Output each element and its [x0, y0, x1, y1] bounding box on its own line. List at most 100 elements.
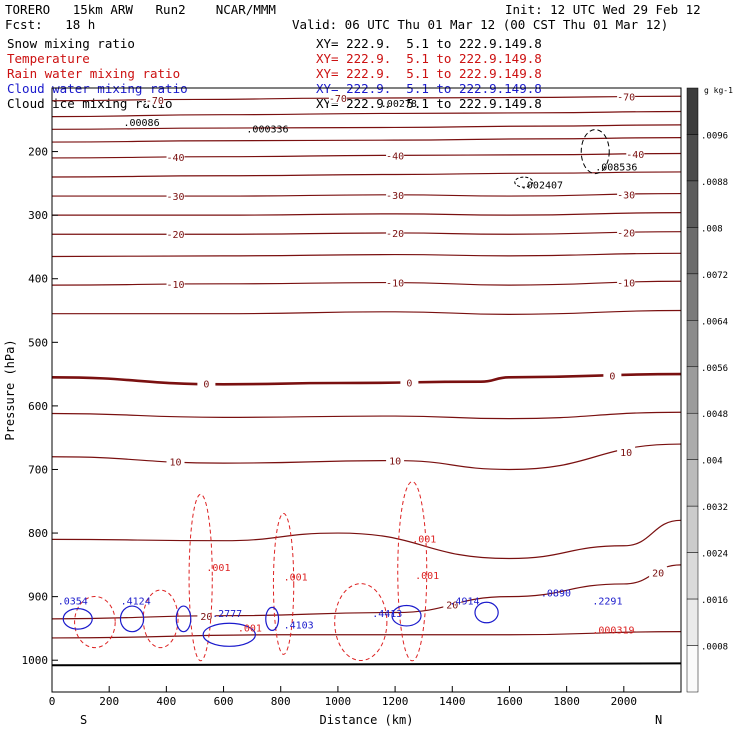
value-label: .001: [284, 573, 308, 584]
ice-contour: [514, 176, 534, 188]
x-tick-label: 0: [49, 695, 56, 708]
colorbar-segment: [686, 645, 699, 693]
legend-snow-xy: XY= 222.9. 5.1 to 222.9.149.8: [316, 36, 542, 51]
legend-temperature-xy: XY= 222.9. 5.1 to 222.9.149.8: [316, 51, 542, 66]
temperature-contour-label: 0: [406, 378, 412, 389]
value-label: .4103: [284, 620, 314, 631]
colorbar-tick-label: .0008: [701, 643, 728, 653]
value-label: .0890: [541, 589, 571, 600]
colorbar-tick-label: .0096: [701, 131, 728, 141]
temperature-contour: [51, 252, 682, 258]
contour-label-bg: [626, 147, 645, 159]
x-tick-label: 800: [271, 695, 291, 708]
forecast-hour: Fcst: 18 h: [5, 17, 96, 32]
y-axis-label: Pressure (hPa): [3, 339, 17, 440]
contour-label-bg: [197, 610, 216, 622]
temperature-contour-label: 20: [446, 601, 458, 612]
colorbar-tick-label: .0024: [701, 550, 728, 560]
colorbar-segment: [686, 412, 699, 460]
colorbar-tick-label: .008: [701, 224, 723, 234]
value-label: .000319: [592, 626, 634, 637]
colorbar-unit: g kg-1: [704, 86, 733, 95]
temperature-contours: -70 -70 -70 -40 -40 -40 -30 -30 -30 -20 -20 -20 -10 -…: [51, 90, 682, 667]
ground-line: [51, 662, 682, 667]
legend-rain: Rain water mixing ratio: [7, 66, 181, 81]
temperature-contour-label: -40: [166, 153, 184, 164]
y-tick-label: 900: [28, 591, 48, 604]
temperature-contour-label: 10: [169, 457, 181, 468]
colorbar-segment: [686, 320, 699, 368]
y-tick-label: 1000: [22, 654, 49, 667]
colorbar-tick-label: .0072: [701, 271, 728, 281]
y-axis: 200 300 400 500 600 700 800 900 1000: [22, 146, 58, 667]
temperature-contour: [52, 309, 682, 315]
temperature-contour-label: -30: [166, 192, 184, 203]
contour-label-bg: [166, 278, 185, 290]
contour-label-bg: [386, 276, 405, 288]
colorbar-segment: [686, 134, 699, 182]
cloud-water-contour: [391, 604, 422, 627]
temperature-contour-label: -70: [617, 93, 635, 104]
model-title: TORERO 15km ARW Run2 NCAR/MMM: [5, 2, 276, 17]
temperature-contour: [51, 564, 682, 620]
contour-label-bg: [617, 188, 636, 200]
contour-label-bg: [617, 90, 636, 102]
temperature-contour-label: 0: [609, 371, 615, 382]
contour-label-bg: [166, 151, 185, 163]
south-label: S: [80, 713, 87, 727]
colorbar-segment: [686, 552, 699, 600]
temperature-contour-label: -70: [329, 94, 347, 105]
contour-label-bg: [328, 92, 347, 104]
value-label: .00278: [381, 99, 417, 110]
x-tick-label: 1800: [553, 695, 580, 708]
colorbar-tick-label: .0056: [701, 364, 728, 374]
temperature-contour-label: -30: [386, 191, 404, 202]
contour-label-bg: [386, 149, 405, 161]
contour-label-bg: [617, 446, 636, 458]
colorbar-segment: [686, 227, 699, 275]
hydrometeor-contours: [62, 129, 610, 662]
temperature-contour: [51, 171, 682, 178]
contour-label-bg: [400, 376, 419, 388]
cloud-water-contour: [62, 608, 93, 630]
temperature-contour-label: -70: [146, 96, 164, 107]
x-tick-label: 1000: [325, 695, 352, 708]
y-tick-label: 200: [28, 146, 48, 159]
temperature-contour-label: -10: [386, 279, 404, 290]
temperature-contour: [52, 212, 682, 216]
y-tick-label: 300: [28, 209, 48, 222]
value-label: .4124: [121, 596, 151, 607]
value-label: .001: [206, 563, 230, 574]
temperature-contour-label: 20: [200, 612, 212, 623]
value-label: .00086: [123, 118, 159, 129]
north-label: N: [655, 713, 662, 727]
temperature-contour-label: -20: [617, 229, 635, 240]
colorbar-tick-label: .0064: [701, 317, 728, 327]
value-label: .001: [412, 535, 436, 546]
temperature-contour: [51, 231, 682, 235]
value-label: .4914: [449, 596, 479, 607]
value-label: .002407: [521, 180, 563, 191]
temperature-contour-label: -10: [166, 280, 184, 291]
contour-label-bg: [603, 369, 622, 381]
temperature-contour: [51, 152, 682, 159]
colorbar-tick-label: .004: [701, 457, 723, 467]
colorbar-segment: [686, 366, 699, 414]
cloud-water-contour: [202, 622, 256, 647]
colorbar-tick-label: .0032: [701, 503, 728, 513]
value-label: .0354: [58, 596, 88, 607]
rain-contour: [272, 513, 295, 655]
temperature-contour-label: 10: [620, 448, 632, 459]
x-tick-label: 1600: [496, 695, 523, 708]
x-tick-label: 200: [99, 695, 119, 708]
legend-snow: Snow mixing ratio: [7, 36, 135, 51]
temperature-contour-label: -40: [386, 151, 404, 162]
contour-label-bg: [617, 226, 636, 238]
y-tick-label: 800: [28, 527, 48, 540]
value-label: .2291: [592, 596, 622, 607]
legend-temperature: Temperature: [7, 51, 90, 66]
temperature-contour-label: -40: [626, 150, 644, 161]
value-label: .4413: [372, 609, 402, 620]
init-time: Init: 12 UTC Wed 29 Feb 12: [505, 2, 701, 17]
contour-label-bg: [386, 454, 405, 466]
